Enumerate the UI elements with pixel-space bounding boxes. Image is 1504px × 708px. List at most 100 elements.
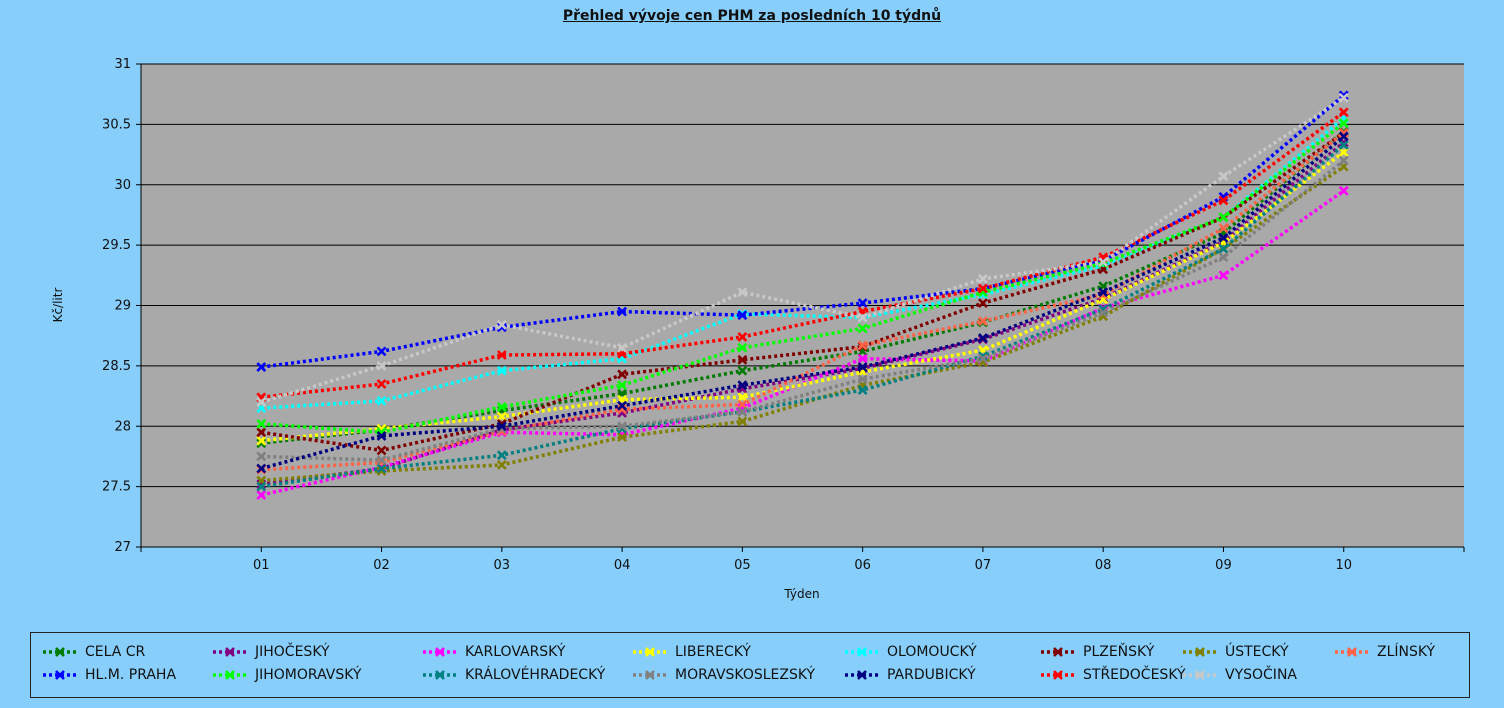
legend-swatch <box>213 647 247 657</box>
data-point <box>617 432 628 443</box>
legend-label: KARLOVARSKÝ <box>465 644 566 660</box>
legend-item: VYSOČINA <box>1181 666 1297 684</box>
y-tick-label: 31 <box>114 57 131 72</box>
legend-item: OLOMOUCKÝ <box>843 643 977 661</box>
data-point <box>977 353 988 364</box>
data-point <box>857 385 868 395</box>
y-tick-label: 27.5 <box>102 480 131 495</box>
x-axis-label: Týden <box>783 587 819 601</box>
legend-item: ÚSTECKÝ <box>1181 643 1289 661</box>
legend-label: VYSOČINA <box>1225 667 1297 683</box>
legend-swatch <box>43 647 77 657</box>
y-axis-label: Kč/litr <box>51 288 65 323</box>
chart-title: Přehled vývoje cen PHM za posledních 10 … <box>562 8 942 24</box>
data-point <box>1338 90 1349 101</box>
legend-swatch <box>1335 647 1369 657</box>
data-point <box>857 374 868 385</box>
y-tick-labels: 27 27.5 28 28.5 29 29.5 30 30.5 31 <box>102 57 131 555</box>
x-tick-label: 06 <box>854 558 871 573</box>
legend-swatch <box>845 670 879 680</box>
axes <box>136 63 1465 552</box>
data-point <box>256 362 267 373</box>
data-point <box>256 463 267 474</box>
legend-item: LIBERECKÝ <box>631 643 751 661</box>
series-line <box>256 107 1349 403</box>
series-path <box>261 143 1345 489</box>
data-point <box>496 421 507 432</box>
data-point <box>1098 257 1109 267</box>
x-tick-labels: 01 02 03 04 05 06 07 08 09 10 <box>253 558 1352 573</box>
series-group <box>256 90 1349 500</box>
data-point <box>1338 155 1349 166</box>
data-point <box>737 331 748 342</box>
data-point <box>376 466 387 476</box>
data-point <box>1338 139 1349 150</box>
series-path <box>261 165 1345 483</box>
data-point <box>737 287 748 298</box>
legend-label: MORAVSKOSLEZSKÝ <box>675 667 816 683</box>
data-point <box>617 369 628 380</box>
data-point <box>737 416 748 427</box>
legend-label: OLOMOUCKÝ <box>887 644 977 660</box>
data-point <box>977 333 988 344</box>
data-point <box>496 450 507 461</box>
y-tick-label: 30 <box>114 178 131 193</box>
data-point <box>496 411 507 422</box>
data-point <box>857 353 868 364</box>
data-point <box>496 322 507 333</box>
data-point <box>496 365 507 376</box>
series-line <box>256 127 1349 456</box>
legend-item: ZLÍNSKÝ <box>1333 643 1435 661</box>
series-path <box>260 189 1345 497</box>
data-point <box>496 350 507 360</box>
series-path <box>261 150 1345 443</box>
data-point <box>737 406 748 417</box>
data-point <box>256 481 267 492</box>
data-point <box>1218 232 1229 243</box>
legend-item: STŘEDOČESKÝ <box>1039 666 1186 684</box>
legend-swatch <box>1183 670 1217 680</box>
data-point <box>496 319 507 330</box>
series-path <box>261 94 1345 369</box>
y-tick-label: 28 <box>114 419 131 434</box>
series-line <box>256 147 1349 446</box>
data-point <box>857 340 868 351</box>
x-tick-label: 08 <box>1095 558 1112 573</box>
data-point <box>977 351 988 362</box>
data-point <box>256 427 267 438</box>
data-point <box>977 298 988 309</box>
data-point <box>376 445 387 456</box>
legend-label: CELA CR <box>85 644 146 660</box>
x-tick-label: 05 <box>734 558 751 573</box>
legend-label: PARDUBICKÝ <box>887 667 976 683</box>
data-point <box>977 316 988 327</box>
data-point <box>1338 131 1349 142</box>
data-point <box>256 435 267 446</box>
legend-swatch <box>423 670 457 680</box>
legend-item: MORAVSKOSLEZSKÝ <box>631 666 815 684</box>
legend-label: STŘEDOČESKÝ <box>1083 667 1186 683</box>
data-point <box>376 430 387 441</box>
data-point <box>1098 307 1109 318</box>
gridlines <box>141 63 1464 488</box>
data-point <box>1218 195 1229 206</box>
series-line <box>256 131 1349 474</box>
data-point <box>857 323 868 334</box>
data-point <box>496 402 507 412</box>
data-point <box>376 346 387 357</box>
legend-label: JIHOMORAVSKÝ <box>255 667 362 683</box>
legend-label: JIHOČESKÝ <box>255 644 330 660</box>
legend-item: PARDUBICKÝ <box>843 666 976 684</box>
legend-label: KRÁLOVÉHRADECKÝ <box>465 667 606 683</box>
series-path <box>261 131 1345 472</box>
data-point <box>376 360 387 371</box>
legend-label: ZLÍNSKÝ <box>1377 644 1436 660</box>
data-point <box>617 306 628 317</box>
data-point <box>256 490 267 500</box>
legend-item: JIHOMORAVSKÝ <box>211 666 361 684</box>
x-tick-label: 09 <box>1215 558 1232 573</box>
data-point <box>977 274 988 284</box>
data-point <box>1338 185 1349 196</box>
legend-swatch <box>423 647 457 657</box>
